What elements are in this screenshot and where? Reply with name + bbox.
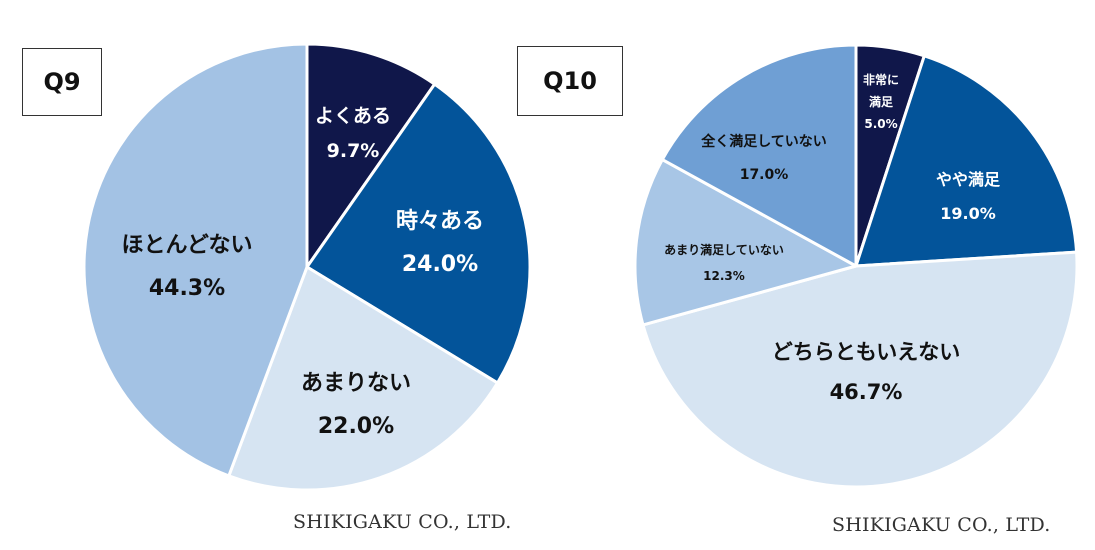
pie-slice (633, 158, 858, 327)
slice-category-label: 時々ある (396, 209, 484, 234)
slice-category-label: 全く満足していない (700, 133, 827, 150)
slice-category-label: よくある (315, 105, 391, 127)
slice-value-label: 17.0% (740, 167, 789, 183)
slice-label: 全く満足していない 17.0% (700, 133, 827, 183)
pie-slice (305, 82, 532, 385)
slice-label: あまり満足していない 12.3% (664, 242, 784, 283)
pie-slice (227, 265, 499, 492)
slice-category-label: 非常に (863, 72, 899, 87)
pie-slice (82, 42, 309, 478)
slice-value-label: 5.0% (864, 117, 897, 131)
slice-value-label: 12.3% (703, 269, 745, 283)
slice-value-label: 19.0% (940, 204, 996, 223)
pie-slice (305, 42, 437, 269)
slice-category-label: あまりない (301, 371, 411, 396)
slice-value-label: 9.7% (327, 140, 380, 162)
slice-label: 時々ある 24.0% (396, 209, 484, 277)
q10-title: Q10 (517, 46, 623, 116)
pie-slice (854, 54, 1079, 268)
slice-category-label: ほとんどない (122, 233, 253, 258)
slice-label: あまりない 22.0% (301, 371, 411, 439)
slice-label: よくある 9.7% (315, 105, 391, 162)
slice-category-label: やや満足 (936, 170, 1001, 189)
slice-label: どちらともいえない 46.7% (772, 340, 961, 404)
slice-value-label: 44.3% (149, 276, 225, 301)
slice-category-label: どちらともいえない (772, 340, 961, 364)
q9-credit: SHIKIGAKU CO., LTD. (293, 511, 512, 533)
slice-category-label: 満足 (869, 94, 893, 109)
pie-slice (660, 43, 858, 268)
q9-title: Q9 (22, 48, 102, 116)
pie-slice (641, 250, 1079, 489)
slice-label: やや満足 19.0% (936, 170, 1001, 223)
q10-credit: SHIKIGAKU CO., LTD. (832, 514, 1051, 536)
slice-value-label: 24.0% (402, 252, 478, 277)
slice-label: ほとんどない 44.3% (122, 233, 253, 301)
slice-category-label: あまり満足していない (664, 242, 784, 257)
slice-value-label: 46.7% (830, 380, 903, 404)
slice-value-label: 22.0% (318, 414, 394, 439)
